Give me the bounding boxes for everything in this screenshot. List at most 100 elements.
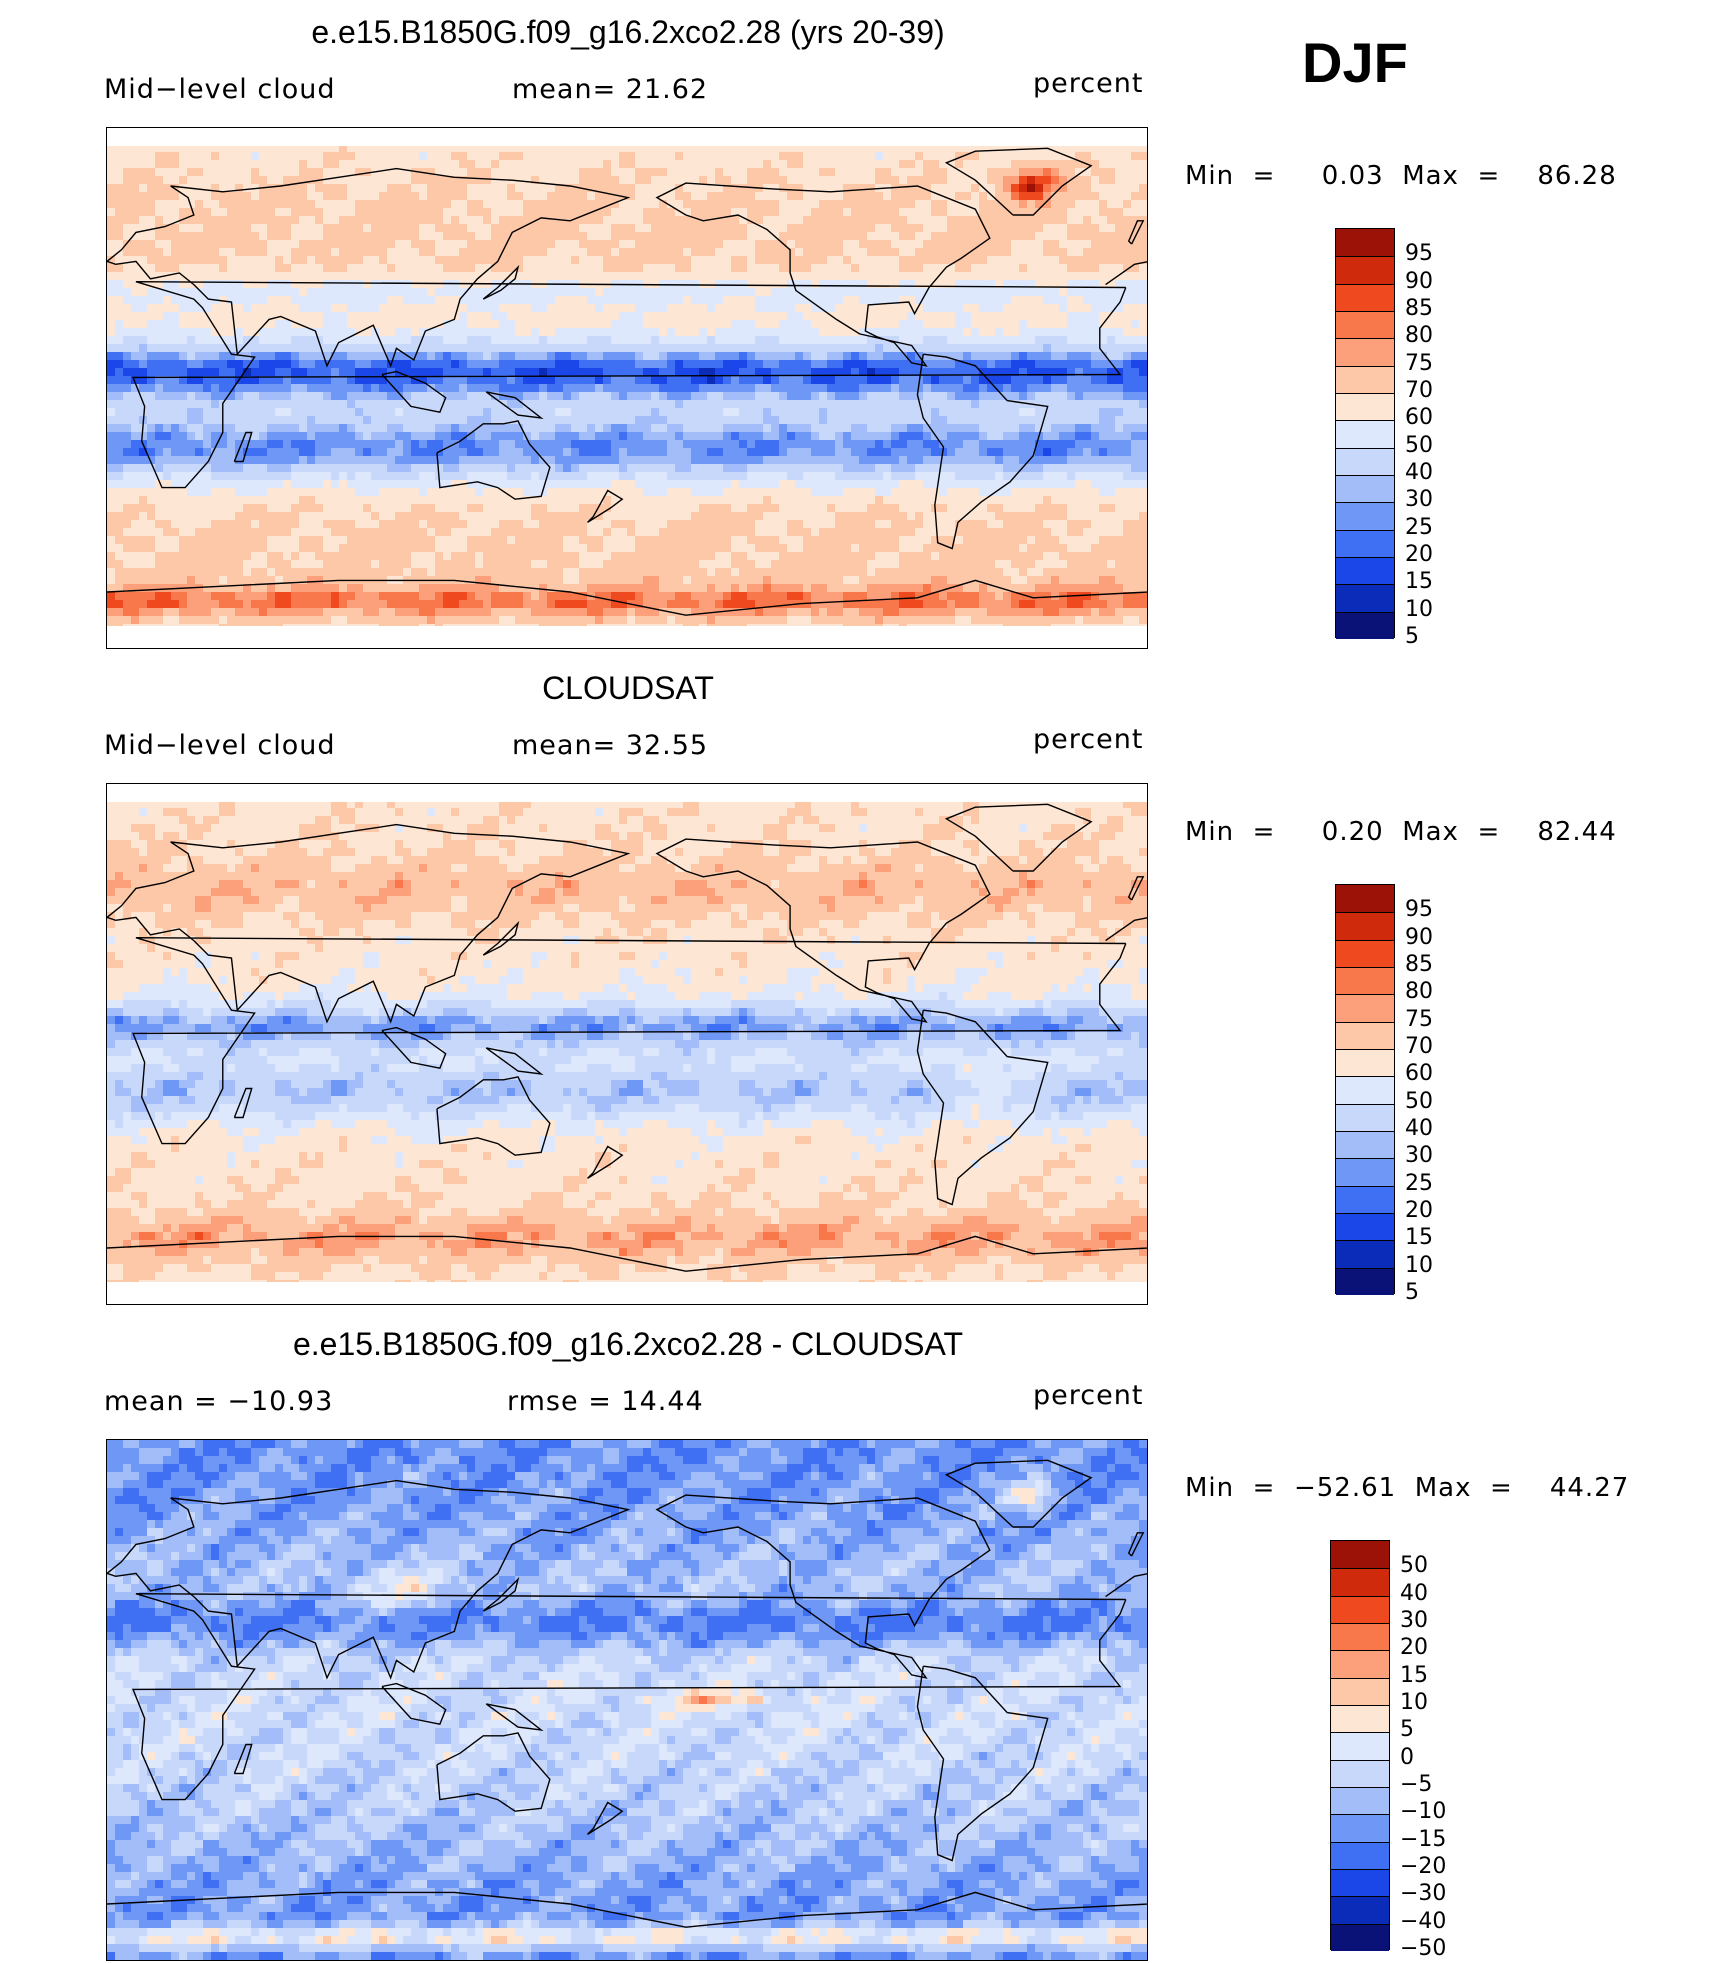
coastline xyxy=(482,264,520,300)
colorbar-label: 60 xyxy=(1405,405,1433,430)
coastline xyxy=(944,1459,1093,1528)
coastline xyxy=(944,803,1093,872)
panel-1-colorbar xyxy=(1335,228,1395,639)
colorbar-swatch xyxy=(1336,1158,1394,1186)
panel-3-mean: mean = −10.93 xyxy=(104,1386,333,1417)
coastline xyxy=(1105,1573,1147,1598)
colorbar-swatch xyxy=(1336,393,1394,421)
panel-1-map xyxy=(106,127,1148,649)
coastline xyxy=(381,370,447,414)
colorbar-swatch xyxy=(1331,1896,1389,1924)
colorbar-swatch xyxy=(1336,939,1394,967)
coastline xyxy=(436,1076,551,1156)
colorbar-label: 80 xyxy=(1405,323,1433,348)
panel-1-units: percent xyxy=(1033,68,1143,99)
colorbar-label: 50 xyxy=(1400,1553,1428,1578)
coastline xyxy=(655,182,991,367)
coastline xyxy=(485,391,544,420)
panel-1-title: e.e15.B1850G.f09_g16.2xco2.28 (yrs 20-39… xyxy=(0,14,1256,51)
colorbar-swatch xyxy=(1336,994,1394,1022)
coastline xyxy=(586,1801,624,1835)
colorbar-swatch xyxy=(1331,1787,1389,1815)
map-canvas xyxy=(107,128,1147,648)
coastline xyxy=(381,1026,447,1070)
colorbar-label: 10 xyxy=(1400,1690,1428,1715)
colorbar-label: 70 xyxy=(1405,378,1433,403)
colorbar-swatch xyxy=(1331,1623,1389,1651)
colorbar-label: 10 xyxy=(1405,1253,1433,1278)
colorbar-label: 20 xyxy=(1405,1198,1433,1223)
colorbar-label: −5 xyxy=(1400,1772,1432,1797)
coastline xyxy=(233,1087,253,1119)
coastline xyxy=(485,1047,544,1076)
colorbar-label: 80 xyxy=(1405,979,1433,1004)
coastline xyxy=(655,1494,991,1679)
colorbar-label: 90 xyxy=(1405,269,1433,294)
colorbar-swatch xyxy=(1336,420,1394,448)
panel-1-mean: mean= 21.62 xyxy=(512,74,708,105)
colorbar-swatch xyxy=(1331,1732,1389,1760)
coastline xyxy=(107,1235,1147,1272)
colorbar-label: 30 xyxy=(1400,1608,1428,1633)
coastline xyxy=(132,1593,1127,1801)
coastline xyxy=(132,937,1127,1145)
colorbar-label: 5 xyxy=(1405,1280,1419,1305)
panel-2-colorbar xyxy=(1335,884,1395,1295)
colorbar-swatch xyxy=(1336,475,1394,503)
panel-2-minmax: Min = 0.20 Max = 82.44 xyxy=(1185,817,1617,847)
colorbar-swatch xyxy=(1336,1103,1394,1131)
colorbar-label: 60 xyxy=(1405,1061,1433,1086)
colorbar-label: −50 xyxy=(1400,1936,1446,1961)
colorbar-swatch xyxy=(1331,1595,1389,1623)
colorbar-swatch xyxy=(1331,1677,1389,1705)
colorbar-label: 70 xyxy=(1405,1034,1433,1059)
coastline xyxy=(436,1732,551,1812)
coastline xyxy=(1127,1532,1145,1557)
colorbar-swatch xyxy=(1331,1541,1389,1569)
colorbar-swatch xyxy=(1336,584,1394,612)
colorbar-label: 20 xyxy=(1405,542,1433,567)
colorbar-label: 15 xyxy=(1405,569,1433,594)
panel-1-minmax: Min = 0.03 Max = 86.28 xyxy=(1185,161,1617,191)
colorbar-swatch xyxy=(1336,885,1394,913)
coastline xyxy=(916,353,1049,550)
colorbar-label: −15 xyxy=(1400,1827,1446,1852)
coastline xyxy=(233,1743,253,1775)
panel-2-variable: Mid−level cloud xyxy=(104,730,335,761)
coastline xyxy=(1127,220,1145,245)
colorbar-label: 50 xyxy=(1405,433,1433,458)
panel-1-variable: Mid−level cloud xyxy=(104,74,335,105)
colorbar-label: 30 xyxy=(1405,487,1433,512)
colorbar-label: 95 xyxy=(1405,897,1433,922)
colorbar-label: 5 xyxy=(1400,1717,1414,1742)
colorbar-label: 30 xyxy=(1405,1143,1433,1168)
colorbar-label: −30 xyxy=(1400,1881,1446,1906)
coastline xyxy=(586,489,624,523)
colorbar-swatch xyxy=(1331,1568,1389,1596)
colorbar-label: 85 xyxy=(1405,296,1433,321)
season-label: DJF xyxy=(1302,30,1408,95)
colorbar-label: 15 xyxy=(1400,1663,1428,1688)
colorbar-label: −10 xyxy=(1400,1799,1446,1824)
map-canvas xyxy=(107,784,1147,1304)
colorbar-swatch xyxy=(1336,502,1394,530)
colorbar-swatch xyxy=(1336,1131,1394,1159)
coastline xyxy=(107,1891,1147,1928)
coastline xyxy=(655,838,991,1023)
colorbar-swatch xyxy=(1336,557,1394,585)
panel-3-minmax: Min = −52.61 Max = 44.27 xyxy=(1185,1473,1629,1503)
coastline xyxy=(107,167,631,368)
colorbar-swatch xyxy=(1336,311,1394,339)
colorbar-swatch xyxy=(1336,229,1394,257)
coastline xyxy=(107,579,1147,616)
colorbar-label: 40 xyxy=(1405,1116,1433,1141)
colorbar-label: −20 xyxy=(1400,1854,1446,1879)
coastline xyxy=(916,1665,1049,1862)
colorbar-swatch xyxy=(1336,1021,1394,1049)
map-canvas xyxy=(107,1440,1147,1960)
coastline xyxy=(233,431,253,463)
colorbar-swatch xyxy=(1331,1759,1389,1787)
colorbar-swatch xyxy=(1336,529,1394,557)
panel-2-title: CLOUDSAT xyxy=(0,670,1256,707)
colorbar-swatch xyxy=(1331,1923,1389,1951)
